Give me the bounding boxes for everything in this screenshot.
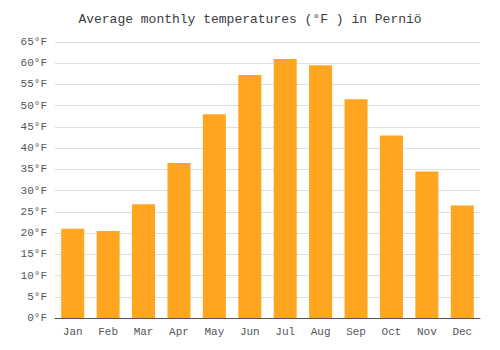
svg-text:40°F: 40°F xyxy=(21,142,47,154)
svg-text:Mar: Mar xyxy=(134,326,154,338)
svg-text:55°F: 55°F xyxy=(21,78,47,90)
svg-text:10°F: 10°F xyxy=(21,270,47,282)
svg-text:Feb: Feb xyxy=(98,326,118,338)
svg-text:Sep: Sep xyxy=(346,326,366,338)
svg-text:Average monthly temperatures (: Average monthly temperatures (°F ) in Pe… xyxy=(78,12,421,27)
svg-text:Jan: Jan xyxy=(63,326,83,338)
svg-text:Apr: Apr xyxy=(169,326,189,338)
svg-text:Jul: Jul xyxy=(275,326,295,338)
svg-text:60°F: 60°F xyxy=(21,57,47,69)
svg-text:Aug: Aug xyxy=(311,326,331,338)
svg-text:May: May xyxy=(204,326,224,338)
svg-text:65°F: 65°F xyxy=(21,36,47,48)
svg-text:45°F: 45°F xyxy=(21,121,47,133)
svg-text:0°F: 0°F xyxy=(27,312,47,324)
svg-text:Dec: Dec xyxy=(452,326,472,338)
svg-text:Jun: Jun xyxy=(240,326,260,338)
svg-text:15°F: 15°F xyxy=(21,248,47,260)
svg-text:35°F: 35°F xyxy=(21,163,47,175)
svg-text:20°F: 20°F xyxy=(21,227,47,239)
svg-text:25°F: 25°F xyxy=(21,206,47,218)
svg-text:30°F: 30°F xyxy=(21,185,47,197)
svg-text:Oct: Oct xyxy=(382,326,402,338)
svg-text:5°F: 5°F xyxy=(27,291,47,303)
svg-text:50°F: 50°F xyxy=(21,100,47,112)
svg-text:Nov: Nov xyxy=(417,326,437,338)
